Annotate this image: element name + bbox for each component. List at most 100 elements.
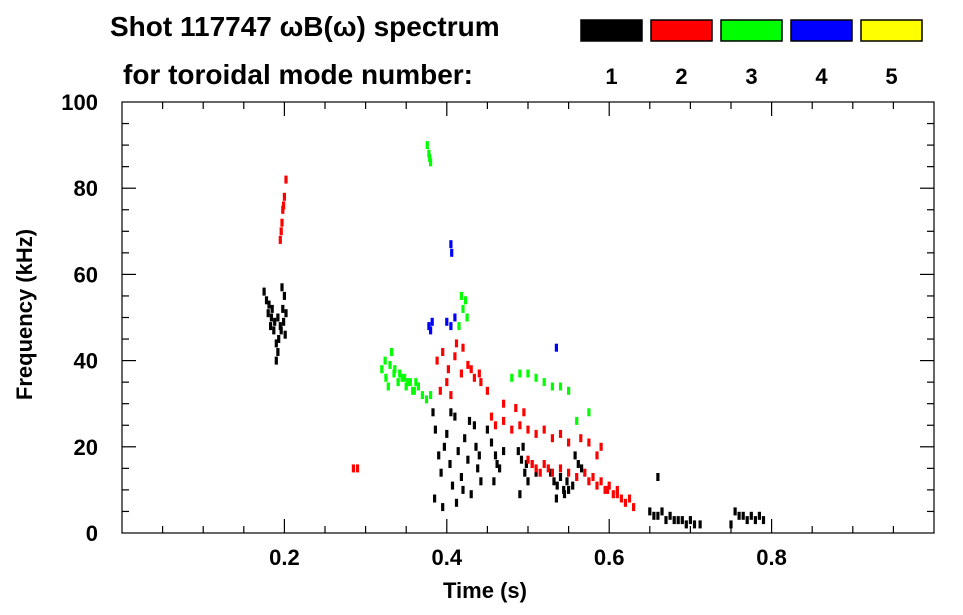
data-point — [279, 326, 283, 335]
data-point — [479, 378, 483, 387]
y-tick-label: 40 — [74, 349, 98, 374]
data-point — [688, 516, 692, 525]
data-point — [607, 481, 611, 490]
data-point — [463, 296, 468, 305]
data-point — [485, 386, 489, 395]
data-point — [282, 192, 286, 201]
data-point — [580, 464, 584, 473]
data-point — [664, 516, 668, 525]
data-point — [404, 382, 408, 391]
data-point — [558, 382, 563, 391]
data-point — [518, 490, 522, 499]
data-point — [456, 447, 460, 456]
data-point — [558, 464, 563, 473]
data-point — [652, 511, 656, 520]
data-point — [549, 468, 553, 477]
data-point — [554, 343, 558, 352]
data-point — [403, 373, 407, 382]
legend-label-5: 5 — [885, 64, 897, 89]
plot-frame — [121, 101, 935, 534]
data-point — [435, 356, 439, 365]
data-point — [284, 309, 288, 318]
data-point — [277, 335, 281, 343]
data-point — [550, 468, 554, 477]
data-point — [534, 464, 538, 473]
data-point — [526, 477, 530, 486]
data-point — [400, 373, 404, 382]
data-point — [429, 391, 433, 400]
data-point — [510, 425, 514, 434]
data-point — [469, 365, 473, 374]
data-point — [656, 511, 660, 520]
data-point — [393, 365, 397, 374]
data-point — [550, 382, 554, 391]
data-point — [459, 291, 463, 300]
data-point — [280, 218, 284, 227]
data-point — [518, 421, 522, 430]
legend-label-4: 4 — [815, 64, 828, 89]
data-point — [523, 468, 527, 477]
data-point — [446, 365, 450, 374]
data-point — [562, 490, 567, 499]
data-point — [269, 322, 273, 331]
data-point — [627, 494, 632, 503]
data-point — [469, 490, 473, 499]
data-point — [472, 421, 476, 430]
data-point — [433, 425, 437, 434]
data-point — [411, 386, 415, 395]
data-point — [526, 425, 530, 434]
series-n2 — [278, 175, 636, 512]
data-point — [465, 313, 469, 322]
data-point — [489, 412, 494, 421]
data-point — [416, 382, 420, 391]
data-point — [351, 464, 355, 473]
y-tick-label: 0 — [86, 521, 98, 546]
data-point — [284, 175, 288, 184]
data-point — [562, 485, 566, 494]
data-point — [281, 304, 285, 313]
data-point — [383, 356, 387, 365]
data-point — [502, 399, 506, 408]
data-point — [552, 477, 556, 486]
data-point — [615, 485, 619, 494]
data-point — [546, 464, 550, 473]
data-point — [522, 408, 526, 417]
data-point — [453, 412, 457, 421]
data-point — [429, 326, 433, 335]
legend-label-3: 3 — [745, 64, 757, 89]
data-point — [466, 455, 470, 464]
data-point — [454, 498, 459, 507]
data-point — [558, 473, 563, 481]
data-point — [737, 511, 741, 520]
data-point — [438, 386, 442, 395]
data-point — [479, 477, 483, 486]
data-point — [493, 421, 498, 430]
data-point — [461, 343, 465, 352]
data-point — [567, 468, 571, 477]
data-point — [386, 382, 390, 391]
data-point — [684, 520, 688, 529]
data-point — [745, 516, 749, 525]
data-point — [472, 373, 476, 382]
data-point — [692, 520, 697, 529]
data-point — [454, 339, 459, 348]
y-tick-label: 20 — [74, 435, 98, 460]
legend: 1 2 3 4 5 — [580, 19, 923, 89]
data-point — [420, 391, 424, 400]
data-point — [587, 438, 591, 447]
data-point — [450, 481, 455, 490]
data-point — [489, 438, 494, 447]
data-point — [519, 455, 524, 464]
data-point — [510, 373, 514, 382]
data-point — [538, 468, 542, 477]
data-point — [526, 369, 530, 378]
data-point — [550, 434, 554, 443]
data-point — [427, 149, 431, 158]
data-point — [575, 473, 579, 481]
data-point — [282, 201, 286, 210]
y-tick-label: 100 — [61, 90, 98, 115]
data-point — [757, 511, 761, 520]
data-point — [521, 442, 525, 451]
data-point — [514, 404, 518, 412]
data-point — [534, 468, 538, 477]
